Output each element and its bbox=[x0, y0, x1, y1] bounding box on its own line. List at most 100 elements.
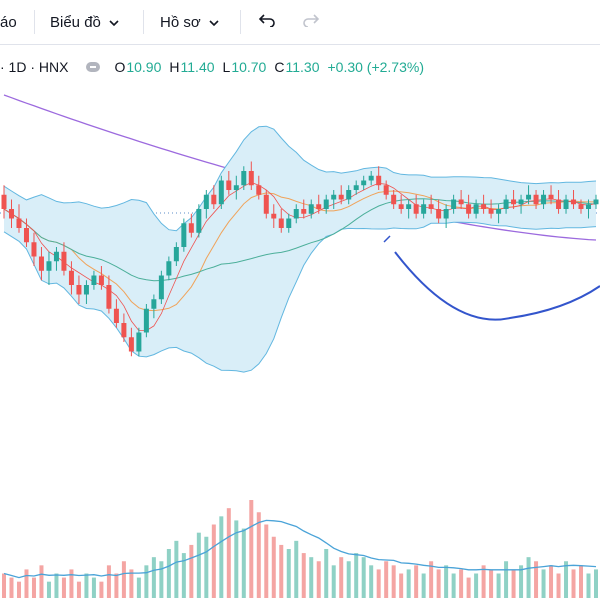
volume-bar bbox=[414, 565, 419, 598]
bollinger-lower-line bbox=[3, 221, 597, 373]
chevron-down-icon bbox=[209, 14, 219, 31]
symbol-label[interactable]: · 1D · HNX bbox=[0, 59, 69, 75]
top-toolbar: áo Biểu đồ Hồ sơ bbox=[0, 0, 600, 45]
profile-menu-button[interactable]: Hồ sơ bbox=[160, 0, 219, 44]
candle-body bbox=[391, 194, 397, 205]
volume-bar bbox=[196, 532, 201, 598]
volume-bar bbox=[16, 581, 21, 598]
volume-bar bbox=[579, 565, 584, 598]
hide-icon[interactable] bbox=[86, 62, 101, 72]
candle-body bbox=[31, 242, 37, 257]
volume-bar bbox=[339, 557, 344, 598]
volume-bar bbox=[91, 577, 96, 598]
undo-icon bbox=[258, 13, 276, 31]
candle-body bbox=[203, 194, 209, 209]
volume-bar bbox=[151, 557, 156, 598]
candle-body bbox=[346, 190, 352, 200]
candle-body bbox=[548, 194, 554, 200]
candle-body bbox=[578, 204, 584, 209]
candle-body bbox=[406, 204, 412, 209]
volume-bar bbox=[54, 573, 59, 598]
volume-bar bbox=[106, 565, 111, 598]
candle-body bbox=[158, 275, 164, 300]
undo-button[interactable] bbox=[258, 0, 276, 44]
volume-bar bbox=[474, 573, 479, 598]
close-label: C bbox=[274, 59, 285, 75]
volume-bar bbox=[211, 524, 216, 598]
volume-bar bbox=[451, 573, 456, 598]
volume-bar bbox=[316, 561, 321, 598]
volume-bar bbox=[121, 561, 126, 598]
volume-bar bbox=[234, 520, 239, 598]
candle-body bbox=[23, 228, 29, 243]
candle-body bbox=[91, 275, 97, 285]
volume-bar bbox=[354, 553, 359, 598]
redo-button[interactable] bbox=[302, 0, 320, 44]
candle-body bbox=[428, 204, 434, 209]
volume-bar bbox=[166, 549, 171, 598]
volume-bar bbox=[61, 577, 66, 598]
redo-icon bbox=[302, 13, 320, 31]
toolbar-separator bbox=[240, 10, 241, 34]
ma10-line bbox=[3, 190, 596, 312]
ma30-line bbox=[3, 198, 597, 282]
volume-bar bbox=[136, 577, 141, 598]
high-value: 11.40 bbox=[180, 59, 215, 75]
candle-body bbox=[466, 204, 472, 214]
volume-bar bbox=[129, 569, 134, 598]
candle-body bbox=[83, 285, 89, 295]
candle-body bbox=[113, 308, 119, 323]
candle-body bbox=[316, 204, 322, 209]
candle-body bbox=[248, 171, 254, 186]
candle-body bbox=[331, 194, 337, 200]
volume-bar bbox=[31, 577, 36, 598]
volume-bar bbox=[46, 581, 51, 598]
volume-bar bbox=[369, 565, 374, 598]
chevron-down-icon bbox=[109, 14, 119, 31]
candle-body bbox=[436, 209, 442, 219]
candle-body bbox=[511, 199, 517, 205]
volume-bar bbox=[511, 569, 516, 598]
candle-body bbox=[301, 209, 307, 214]
volume-bar bbox=[181, 553, 186, 598]
volume-bar bbox=[99, 581, 104, 598]
candle-body bbox=[256, 185, 262, 195]
candle-body bbox=[38, 256, 44, 271]
volume-bar bbox=[294, 540, 299, 598]
low-value: 10.70 bbox=[231, 59, 267, 75]
volume-bar bbox=[399, 573, 404, 598]
candle-body bbox=[556, 199, 562, 209]
candle-body bbox=[128, 337, 134, 352]
volume-bar bbox=[526, 557, 531, 598]
candle-body bbox=[218, 180, 224, 205]
volume-bar bbox=[39, 565, 44, 598]
volume-bar bbox=[219, 516, 224, 598]
candle-body bbox=[293, 209, 299, 219]
toolbar-cut-label[interactable]: áo bbox=[0, 13, 17, 31]
volume-bar bbox=[519, 565, 524, 598]
volume-bar bbox=[189, 544, 194, 598]
candle-body bbox=[136, 332, 142, 352]
candle-body bbox=[121, 323, 127, 338]
close-value: 11.30 bbox=[285, 59, 320, 75]
chart-menu-button[interactable]: Biểu đồ bbox=[50, 0, 119, 44]
volume-bar bbox=[241, 528, 246, 598]
candle-body bbox=[263, 194, 269, 214]
candle-body bbox=[46, 261, 52, 271]
candle-body bbox=[166, 261, 172, 276]
candle-body bbox=[16, 218, 22, 228]
toolbar-separator bbox=[143, 10, 144, 34]
candle-body bbox=[323, 199, 329, 209]
chart-menu-label: Biểu đồ bbox=[50, 13, 101, 31]
volume-bar bbox=[346, 561, 351, 598]
open-value: 10.90 bbox=[126, 59, 162, 75]
volume-bar bbox=[429, 561, 434, 598]
candle-body bbox=[398, 204, 404, 209]
candle-body bbox=[61, 251, 67, 271]
candle-body bbox=[106, 285, 112, 309]
profile-menu-label: Hồ sơ bbox=[160, 13, 201, 31]
candle-body bbox=[593, 199, 599, 205]
volume-bar bbox=[2, 573, 6, 598]
volume-bar bbox=[24, 569, 29, 598]
